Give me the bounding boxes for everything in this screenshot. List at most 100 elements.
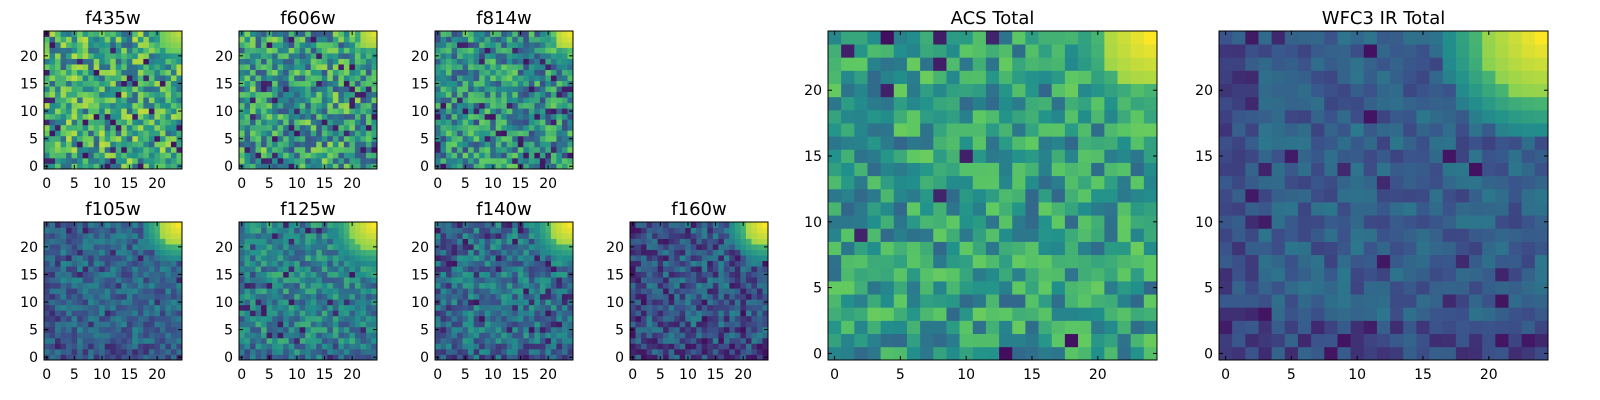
heatmap-cell	[283, 75, 290, 82]
heatmap-cell	[550, 152, 557, 159]
heatmap-cell	[165, 271, 172, 278]
heatmap-cell	[707, 255, 714, 261]
heatmap-cell	[277, 36, 284, 43]
heatmap-cell	[288, 135, 295, 142]
heatmap-cell	[528, 310, 535, 317]
heatmap-cell	[479, 146, 486, 153]
heatmap-cell	[165, 332, 172, 339]
heatmap-cell	[338, 163, 345, 170]
heatmap-cell	[745, 266, 752, 273]
heatmap-cell	[468, 69, 474, 76]
heatmap-cell	[985, 346, 1000, 361]
heatmap-cell	[451, 233, 458, 239]
heatmap-cell	[523, 282, 530, 289]
heatmap-cell	[528, 75, 535, 82]
heatmap-cell	[756, 310, 763, 317]
heatmap-cell	[343, 282, 350, 289]
heatmap-cell	[321, 326, 328, 333]
heatmap-cell	[77, 80, 83, 87]
heatmap-cell	[1117, 228, 1132, 242]
heatmap-cell	[55, 343, 61, 350]
heatmap-cell	[679, 255, 686, 261]
heatmap-cell	[1078, 215, 1092, 229]
heatmap-cell	[451, 47, 458, 54]
heatmap-cell	[343, 64, 350, 70]
heatmap-cell	[294, 47, 301, 54]
heatmap-cell	[82, 135, 89, 142]
heatmap-cell	[77, 288, 83, 295]
heatmap-cell	[473, 36, 480, 43]
heatmap-cell	[495, 64, 502, 70]
heatmap-cell	[462, 299, 469, 306]
heatmap-cell	[1117, 215, 1132, 229]
heatmap-cell	[718, 348, 725, 355]
heatmap-cell	[272, 80, 278, 87]
heatmap-cell	[71, 266, 78, 273]
heatmap-cell	[148, 124, 155, 131]
heatmap-cell	[360, 119, 367, 126]
heatmap-cell	[630, 315, 636, 322]
heatmap-cell	[88, 255, 95, 261]
heatmap-cell	[718, 282, 725, 289]
heatmap-cell	[1012, 254, 1026, 269]
heatmap-cell	[244, 47, 251, 54]
heatmap-cell	[723, 321, 730, 328]
heatmap-cell	[985, 267, 1000, 282]
heatmap-cell	[99, 141, 106, 148]
heatmap-cell	[77, 102, 83, 109]
heatmap-cell	[1104, 215, 1118, 229]
heatmap-cell	[657, 310, 664, 317]
heatmap-cell	[567, 124, 574, 131]
heatmap-cell	[668, 233, 675, 239]
heatmap-cell	[468, 130, 474, 137]
heatmap-cell	[663, 321, 669, 328]
heatmap-cell	[729, 326, 736, 333]
heatmap-cell	[674, 288, 681, 295]
heatmap-cell	[132, 293, 139, 300]
heatmap-cell	[523, 97, 530, 104]
heatmap-cell	[652, 244, 658, 250]
heatmap-cell	[528, 141, 535, 148]
heatmap-cell	[327, 332, 334, 339]
heatmap-cell	[137, 119, 144, 126]
heatmap-cell	[663, 332, 669, 339]
heatmap-cell	[99, 288, 106, 295]
heatmap-cell	[299, 113, 306, 120]
heatmap-cell	[435, 249, 441, 256]
heatmap-cell	[49, 146, 56, 153]
heatmap-cell	[121, 146, 128, 153]
heatmap-cell	[495, 47, 502, 54]
heatmap-cell	[652, 249, 658, 256]
heatmap-cell	[55, 146, 61, 153]
heatmap-cell	[332, 271, 339, 278]
heatmap-cell	[283, 80, 290, 87]
panel-title: f125w	[280, 199, 335, 220]
heatmap-cell	[239, 315, 245, 322]
heatmap-cell	[679, 321, 686, 328]
heatmap-cell	[82, 255, 89, 261]
heatmap-cell	[332, 233, 339, 239]
heatmap-cell	[539, 321, 546, 328]
heatmap-cell	[495, 58, 502, 65]
heatmap-cell	[88, 282, 95, 289]
heatmap-cell	[446, 163, 452, 170]
heatmap-cell	[473, 277, 480, 284]
heatmap-cell	[539, 288, 546, 295]
heatmap-cell	[321, 135, 328, 142]
heatmap-cell	[972, 267, 987, 282]
heatmap-cell	[55, 255, 61, 261]
heatmap-cell	[440, 266, 447, 273]
heatmap-cell	[1012, 307, 1026, 321]
heatmap-cell	[828, 294, 842, 308]
heatmap-cell	[250, 304, 256, 311]
heatmap-cell	[696, 238, 703, 245]
heatmap-cell	[343, 227, 350, 234]
heatmap-cell	[501, 343, 508, 350]
heatmap-cell	[556, 53, 563, 59]
heatmap-cell	[1038, 215, 1053, 229]
heatmap-cell	[321, 58, 328, 65]
heatmap-cell	[756, 282, 763, 289]
heatmap-cell	[77, 157, 83, 164]
heatmap-cell	[93, 282, 100, 289]
heatmap-cell	[154, 102, 161, 109]
